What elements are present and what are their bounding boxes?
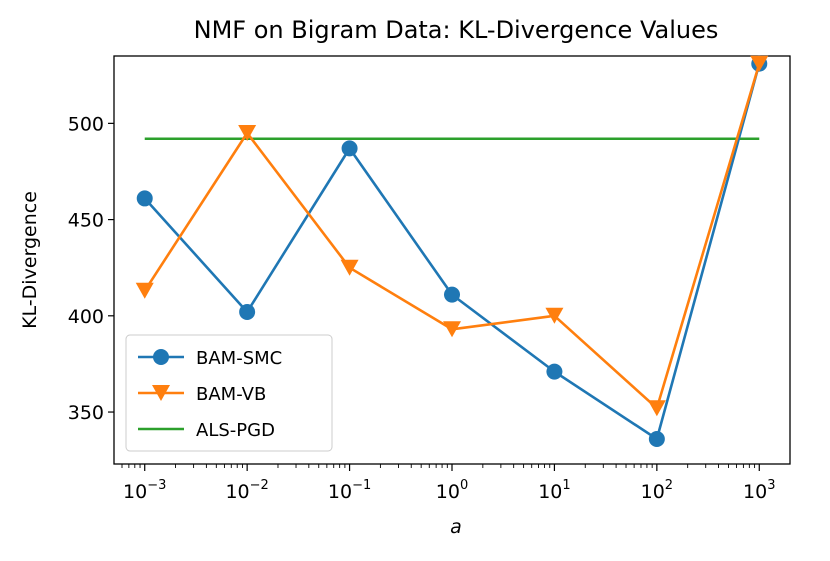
series-bam-vb <box>135 55 769 417</box>
x-tick-label: 10−3 <box>123 478 166 503</box>
data-point <box>136 190 153 207</box>
series-layer <box>135 55 769 447</box>
x-tick-label: 101 <box>538 478 570 503</box>
x-axis-label: a <box>450 516 462 538</box>
x-tick-exponent: 2 <box>665 478 673 493</box>
series-bam-smc <box>136 55 768 447</box>
data-point <box>546 363 563 380</box>
legend-marker <box>153 349 169 365</box>
legend-box <box>125 334 333 452</box>
x-tick-label: 102 <box>641 478 673 503</box>
x-tick-label: 10−1 <box>328 478 371 503</box>
data-point <box>648 430 665 447</box>
x-tick-exponent: −3 <box>147 478 166 493</box>
x-tick-exponent: 1 <box>562 478 570 493</box>
data-point <box>238 124 257 141</box>
x-tick-label: 103 <box>743 478 775 503</box>
data-point <box>239 303 256 320</box>
data-point <box>444 286 460 303</box>
x-tick-label: 100 <box>436 478 468 503</box>
x-tick-exponent: 0 <box>460 478 468 493</box>
y-axis-label: KL-Divergence <box>19 191 41 329</box>
data-point <box>647 400 666 417</box>
y-tick-label: 400 <box>68 306 104 328</box>
x-tick-exponent: −1 <box>352 478 371 493</box>
y-tick-label: 500 <box>68 113 104 135</box>
x-tick-label: 10−2 <box>225 478 268 503</box>
data-point <box>545 307 564 324</box>
legend-label: BAM-SMC <box>196 348 282 369</box>
data-point <box>750 55 769 72</box>
chart-title: NMF on Bigram Data: KL-Divergence Values <box>194 16 719 44</box>
x-tick-exponent: 3 <box>767 478 775 493</box>
legend-item: ALS-PGD <box>138 420 275 441</box>
legend: BAM-SMC BAM-VB ALS-PGD <box>125 334 333 452</box>
data-point <box>443 321 461 338</box>
legend-marker <box>152 385 170 401</box>
legend-item: BAM-VB <box>138 384 266 405</box>
x-tick-exponent: −2 <box>250 478 269 493</box>
data-point <box>341 140 358 157</box>
data-point <box>340 259 359 276</box>
y-tick-label: 350 <box>68 402 104 424</box>
legend-label: ALS-PGD <box>196 420 275 441</box>
legend-label: BAM-VB <box>196 384 266 405</box>
data-point <box>135 282 154 299</box>
y-tick-label: 450 <box>68 210 104 232</box>
legend-item: BAM-SMC <box>138 348 282 369</box>
